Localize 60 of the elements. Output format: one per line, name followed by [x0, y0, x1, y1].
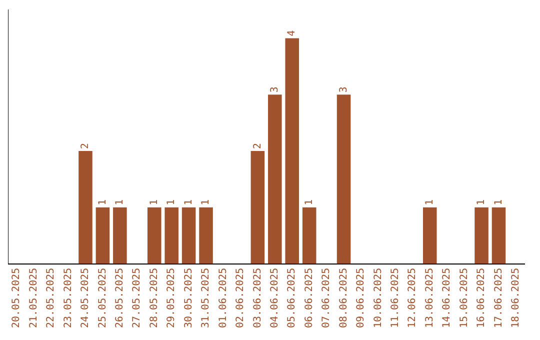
bar	[113, 207, 127, 264]
x-tick-label: 25.05.2025	[97, 268, 108, 328]
x-tick-label: 20.05.2025	[11, 268, 22, 328]
x-tick-label: 28.05.2025	[148, 268, 160, 328]
x-tick-label: 26.05.2025	[114, 268, 126, 328]
x-tick-label: 24.05.2025	[80, 268, 92, 328]
data-label: 1	[424, 199, 436, 206]
bar	[285, 38, 300, 264]
x-tick-label: 05.06.2025	[286, 268, 298, 328]
x-tick-label: 27.05.2025	[132, 268, 143, 328]
x-tick-label: 29.05.2025	[166, 268, 178, 328]
bar	[164, 207, 178, 264]
x-tick-label: 31.05.2025	[200, 268, 212, 328]
bar	[422, 207, 437, 264]
x-tick-label: 01.06.2025	[218, 268, 229, 328]
x-tick-label: 18.06.2025	[510, 268, 522, 328]
x-tick-label: 16.06.2025	[476, 268, 488, 328]
x-tick-label: 23.05.2025	[62, 268, 74, 328]
bar	[250, 150, 265, 264]
data-label: 1	[493, 199, 504, 206]
bar	[96, 207, 110, 264]
x-tick-label: 09.06.2025	[356, 268, 367, 328]
data-label: 2	[80, 142, 92, 149]
data-label: 1	[166, 199, 178, 206]
x-tick-label: 15.06.2025	[458, 268, 470, 328]
data-label: 1	[476, 199, 488, 206]
data-label: 3	[338, 86, 350, 93]
x-tick-label: 12.06.2025	[407, 268, 418, 328]
data-label: 1	[304, 199, 315, 206]
bar	[147, 207, 162, 264]
data-label: 1	[183, 199, 194, 206]
bar	[182, 207, 196, 264]
data-label: 1	[148, 199, 160, 206]
bar	[78, 150, 92, 264]
x-tick-label: 11.06.2025	[390, 268, 402, 328]
x-tick-label: 03.06.2025	[252, 268, 264, 328]
data-label: 3	[269, 86, 280, 93]
data-label: 1	[97, 199, 108, 206]
x-tick-label: 10.06.2025	[372, 268, 384, 328]
bar	[492, 207, 506, 264]
bar	[268, 94, 282, 264]
x-tick-label: 08.06.2025	[338, 268, 350, 328]
x-tick-label: 21.05.2025	[28, 268, 40, 328]
x-tick-label: 07.06.2025	[321, 268, 332, 328]
x-tick-label: 06.06.2025	[304, 268, 315, 328]
bar	[336, 94, 351, 264]
x-tick-label: 17.06.2025	[493, 268, 504, 328]
x-tick-label: 02.06.2025	[235, 268, 246, 328]
data-label: 2	[252, 142, 264, 149]
data-label: 1	[200, 199, 212, 206]
bar	[199, 207, 213, 264]
x-tick-label: 22.05.2025	[46, 268, 57, 328]
x-tick-label: 30.05.2025	[183, 268, 194, 328]
data-label: 4	[286, 30, 298, 36]
bar	[302, 207, 316, 264]
data-label: 1	[114, 199, 126, 206]
x-tick-label: 04.06.2025	[269, 268, 280, 328]
bar	[474, 207, 488, 264]
x-tick-label: 14.06.2025	[442, 268, 453, 328]
x-tick-label: 13.06.2025	[424, 268, 436, 328]
